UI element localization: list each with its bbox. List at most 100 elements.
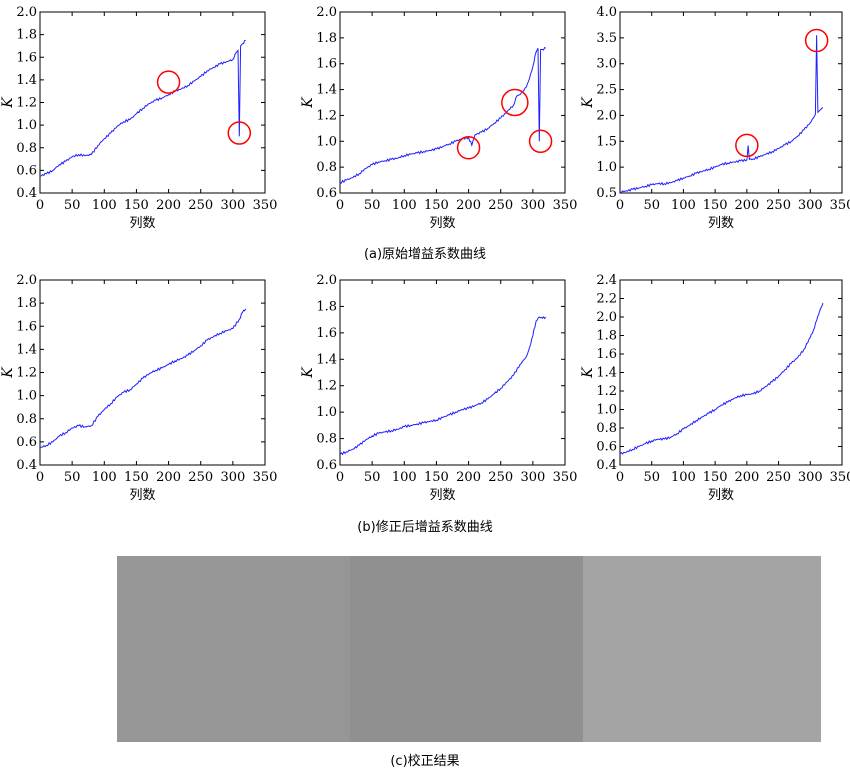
x-tick-label: 50 [64, 470, 81, 485]
y-tick-label: 1.2 [316, 379, 337, 394]
x-tick-label: 50 [643, 470, 660, 485]
x-tick-label: 100 [92, 470, 117, 485]
x-tick-label: 0 [616, 198, 624, 213]
gain-curve-line [39, 308, 247, 449]
caption-b: (b)修正后增益系数曲线 [357, 520, 493, 535]
x-tick-label: 300 [520, 198, 545, 213]
y-tick-label: 1.0 [16, 389, 37, 404]
x-tick-label: 250 [766, 198, 791, 213]
x-tick-label: 300 [220, 198, 245, 213]
y-axis-label: K [580, 366, 596, 379]
x-tick-label: 50 [64, 198, 81, 213]
x-tick-label: 350 [830, 470, 850, 485]
y-tick-label: 0.6 [596, 440, 617, 455]
y-tick-label: 0.8 [316, 432, 337, 447]
y-tick-label: 0.6 [16, 435, 37, 450]
plot-frame [339, 11, 566, 194]
x-axis-label: 列数 [429, 216, 455, 231]
y-tick-label: 1.2 [16, 366, 37, 381]
chart-b1: 0 50 100 150 200 250 300 350 0.4 0.6 0.8 1.0 1.2 1.4 1… [0, 273, 277, 503]
y-tick-label: 1.4 [596, 366, 617, 381]
anomaly-circle-marker [456, 136, 481, 160]
x-axis-label: 列数 [708, 488, 734, 503]
x-tick-label: 0 [336, 198, 344, 213]
y-axis-label: K [300, 366, 316, 379]
y-tick-label: 1.4 [16, 342, 37, 357]
x-tick-label: 150 [424, 470, 449, 485]
y-tick-label: 1.2 [16, 96, 37, 111]
anomaly-circle-marker [501, 88, 529, 117]
x-tick-label: 100 [392, 470, 417, 485]
gain-curve-line [619, 35, 824, 194]
y-tick-label: 0.4 [16, 458, 37, 473]
chart-b3: 0 50 100 150 200 250 300 350 0.4 0.6 0.8 1.0 1.2 1.4 1… [580, 273, 850, 503]
y-tick-label: 0.8 [16, 412, 37, 427]
x-tick-label: 100 [671, 470, 696, 485]
correction-result-image [117, 556, 821, 742]
x-tick-label: 300 [220, 470, 245, 485]
y-tick-label: 1.8 [16, 296, 37, 311]
y-axis-label: K [580, 96, 596, 109]
anomaly-circle-marker [804, 28, 829, 53]
gain-curve-line [619, 302, 824, 455]
correction-band-right [583, 556, 821, 742]
y-tick-label: 1.4 [316, 352, 337, 367]
gain-curve-line [339, 46, 546, 184]
y-tick-label: 2.0 [596, 310, 617, 325]
y-tick-label: 2.2 [596, 292, 617, 307]
y-tick-label: 1.4 [316, 83, 337, 98]
y-tick-label: 1.8 [596, 329, 617, 344]
x-tick-label: 200 [156, 198, 181, 213]
x-tick-label: 150 [703, 198, 728, 213]
gain-curve-line [39, 39, 246, 177]
x-tick-label: 350 [253, 198, 278, 213]
x-tick-label: 300 [798, 198, 823, 213]
y-tick-label: 2.0 [16, 273, 37, 288]
anomaly-circle-marker [227, 121, 252, 145]
y-tick-label: 0.6 [316, 458, 337, 473]
x-tick-label: 350 [830, 198, 850, 213]
x-tick-label: 300 [520, 470, 545, 485]
y-tick-label: 1.6 [316, 57, 337, 72]
y-tick-label: 1.0 [596, 160, 617, 175]
chart-a3: 0 50 100 150 200 250 300 350 0.5 1.0 1.5 2.0 2.5 3.0 3… [580, 5, 850, 231]
x-tick-label: 250 [188, 198, 213, 213]
y-tick-label: 2.0 [16, 5, 37, 20]
y-tick-label: 0.8 [316, 160, 337, 175]
caption-c: (c)校正结果 [390, 754, 460, 769]
y-tick-label: 0.8 [596, 421, 617, 436]
chart-a1: 0 50 100 150 200 250 300 350 0.4 0.6 0.8 1.0 1.2 1.4 1… [0, 5, 277, 231]
y-tick-label: 1.6 [16, 50, 37, 65]
x-tick-label: 150 [124, 198, 149, 213]
x-tick-label: 100 [92, 198, 117, 213]
x-tick-label: 200 [456, 198, 481, 213]
x-tick-label: 350 [253, 470, 278, 485]
y-tick-label: 4.0 [596, 5, 617, 20]
y-axis-label: K [300, 96, 316, 109]
y-tick-label: 1.5 [596, 134, 617, 149]
x-tick-label: 200 [734, 198, 759, 213]
y-tick-label: 0.8 [16, 141, 37, 156]
x-tick-label: 250 [188, 470, 213, 485]
anomaly-circle-marker [156, 70, 181, 94]
x-axis-label: 列数 [429, 488, 455, 503]
anomaly-circle-marker [528, 129, 553, 154]
x-tick-label: 50 [364, 198, 381, 213]
x-tick-label: 150 [124, 470, 149, 485]
x-tick-label: 200 [734, 470, 759, 485]
x-tick-label: 350 [553, 198, 578, 213]
plot-frame [619, 279, 843, 466]
y-tick-label: 1.4 [16, 73, 37, 88]
x-tick-label: 0 [616, 470, 624, 485]
x-tick-label: 0 [36, 198, 44, 213]
correction-band-left [117, 556, 350, 742]
x-tick-label: 200 [156, 470, 181, 485]
gain-curve-line [339, 316, 547, 456]
y-tick-label: 3.5 [596, 31, 617, 46]
y-tick-label: 2.0 [316, 273, 337, 288]
y-axis-label: K [0, 96, 16, 109]
y-tick-label: 1.0 [16, 118, 37, 133]
y-tick-label: 1.2 [596, 384, 617, 399]
y-tick-label: 1.8 [316, 31, 337, 46]
y-tick-label: 3.0 [596, 57, 617, 72]
